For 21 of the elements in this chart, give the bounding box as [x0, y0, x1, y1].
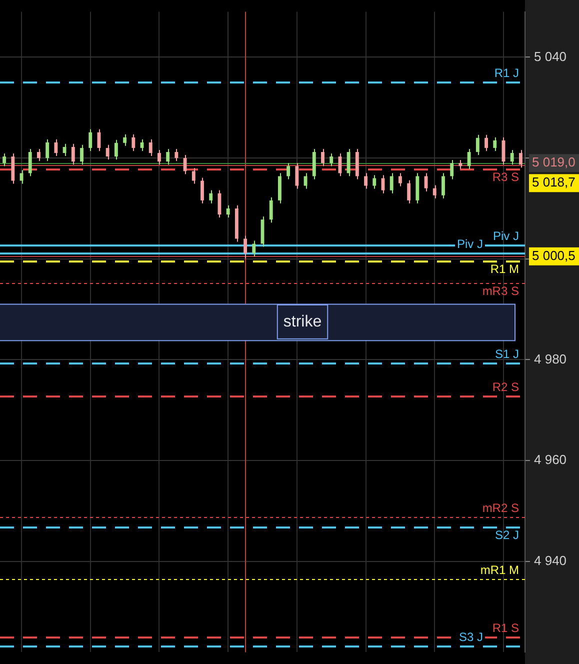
y-tick-label: 5 040 [534, 48, 567, 64]
ref-line-label: R2 S [492, 380, 519, 394]
ref-line-label: S3 J [458, 630, 483, 644]
ref-line-label: 5 018,7 [532, 174, 576, 190]
ref-line-label: mR2 S [482, 500, 519, 515]
y-tick-label: 4 940 [534, 553, 567, 568]
ref-line-label: R1 S [492, 620, 519, 635]
ref-line-label: Piv J [456, 236, 483, 251]
ref-line-label: 5 000,5 [532, 248, 576, 263]
ref-line-label: R1 J [494, 66, 519, 80]
band-label: strike [283, 313, 322, 330]
ref-line-label: mR1 M [480, 562, 519, 577]
ref-line-label: S1 J [494, 346, 519, 361]
ref-line-label: Piv J [492, 228, 519, 243]
ref-line-label: R3 S [492, 170, 519, 184]
ref-line-label: mR3 S [482, 284, 519, 298]
y-tick-label: 4 980 [534, 351, 567, 366]
ref-line-label: R1 M [490, 262, 519, 276]
ref-line-label: S2 J [494, 528, 519, 542]
y-tick-label: 4 960 [534, 452, 567, 468]
ref-line-label: 5 019,0 [532, 154, 576, 170]
